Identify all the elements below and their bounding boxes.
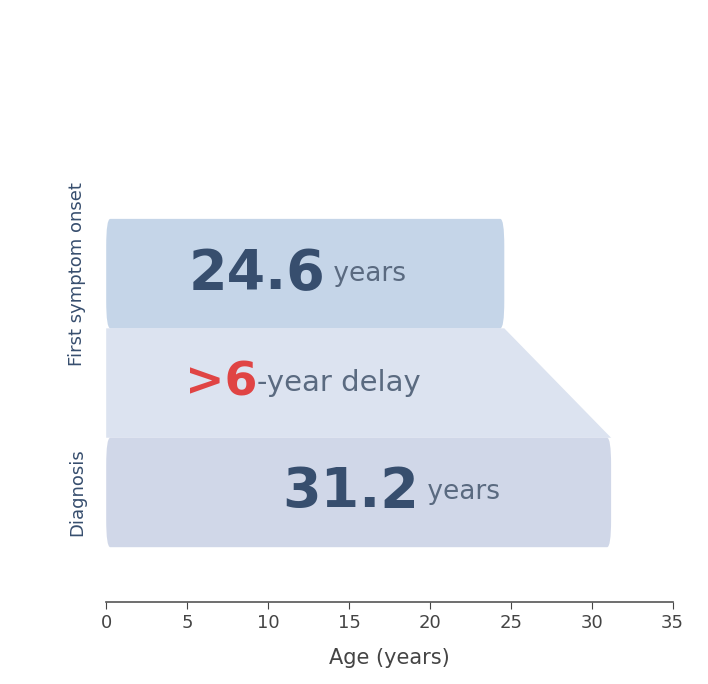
- Text: -year delay: -year delay: [258, 369, 421, 397]
- Text: years: years: [325, 261, 406, 287]
- X-axis label: Age (years): Age (years): [329, 648, 450, 668]
- FancyBboxPatch shape: [106, 438, 611, 547]
- Polygon shape: [106, 328, 611, 438]
- Text: 31.2: 31.2: [282, 466, 419, 519]
- Text: 24.6: 24.6: [188, 247, 325, 300]
- FancyBboxPatch shape: [106, 219, 504, 328]
- Text: years: years: [419, 479, 501, 505]
- Text: First symptom onset: First symptom onset: [68, 182, 86, 365]
- Text: >6: >6: [185, 360, 258, 406]
- Text: Diagnosis: Diagnosis: [68, 449, 86, 536]
